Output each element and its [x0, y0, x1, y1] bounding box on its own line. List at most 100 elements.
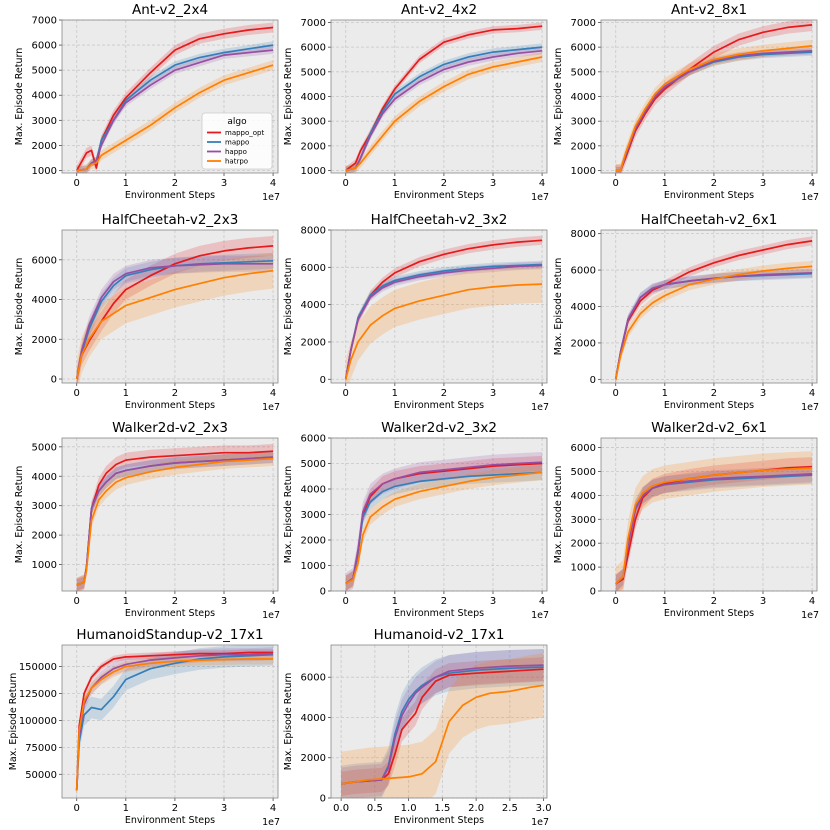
- series-line-hatrpo: [345, 471, 543, 585]
- x-tick-label: 3: [221, 596, 227, 607]
- y-tick-label: 2000: [301, 536, 326, 547]
- y-tick-label: 2000: [571, 141, 596, 152]
- series-line-happo: [75, 262, 274, 380]
- x-scale-label: 1e7: [531, 610, 549, 621]
- x-tick-label: 1: [662, 388, 668, 399]
- series-line-hatrpo: [76, 457, 274, 586]
- series-band-happo: [341, 649, 544, 798]
- panel-Humanoid-v2_17x1: 0.0 0.5 1.0 1.5 2.0 2.5 3.0 0 2000 4000 6000 Humano…: [283, 627, 552, 828]
- series-line-hatrpo: [614, 265, 813, 380]
- x-tick-label: 3: [760, 388, 766, 399]
- plot-frame: [61, 437, 279, 592]
- series-band-mappo: [615, 466, 813, 591]
- x-tick-label: 0: [74, 596, 80, 607]
- y-tick-label: 0: [320, 794, 326, 805]
- x-tick-label: 3.0: [536, 803, 552, 814]
- plot-frame: [330, 644, 548, 799]
- y-tick-label: 50000: [25, 770, 57, 781]
- legend-entry-mappo_opt: mappo_opt: [225, 129, 265, 137]
- y-axis-label: Max. Episode Return: [553, 48, 564, 146]
- y-tick-label: 2000: [32, 141, 57, 152]
- series-line-happo: [345, 49, 543, 172]
- x-axis-label: Environment Steps: [394, 190, 484, 201]
- x-tick-label: 2: [711, 178, 717, 189]
- plot-frame: [61, 644, 279, 799]
- x-tick-label: 4: [270, 178, 276, 189]
- legend-entry-happo: happo: [225, 148, 247, 156]
- y-axis-label: Max. Episode Return: [283, 258, 294, 356]
- y-axis-label: Max. Episode Return: [8, 673, 19, 771]
- panel-title: Walker2d-v2_3x2: [381, 420, 497, 436]
- x-scale-label: 1e7: [262, 192, 280, 203]
- x-tick-label: 2: [172, 596, 178, 607]
- series-band-hatrpo: [615, 451, 813, 591]
- series-line-hatrpo: [615, 45, 813, 172]
- x-axis-label: Environment Steps: [125, 190, 215, 201]
- series-band-hatrpo: [76, 252, 274, 383]
- series-line-hatrpo: [345, 56, 543, 172]
- x-tick-label: 0: [74, 388, 80, 399]
- y-tick-label: 125000: [19, 689, 57, 700]
- series-band-hatrpo: [345, 52, 543, 173]
- series-band-happo: [615, 465, 813, 591]
- y-tick-label: 6000: [571, 43, 596, 54]
- plot-frame: [61, 19, 279, 174]
- y-tick-label: 1000: [32, 560, 57, 571]
- x-tick-label: 0.5: [367, 803, 383, 814]
- panel-title: Ant-v2_8x1: [671, 2, 747, 18]
- x-tick-label: 0: [613, 178, 619, 189]
- y-tick-label: 3000: [301, 117, 326, 128]
- y-tick-label: 4000: [301, 300, 326, 311]
- x-tick-label: 2: [172, 803, 178, 814]
- series-group: [75, 22, 274, 173]
- y-tick-label: 6000: [301, 434, 326, 445]
- x-tick-label: 4: [539, 596, 545, 607]
- x-scale-label: 1e7: [801, 610, 819, 621]
- y-tick-label: 1000: [571, 166, 596, 177]
- panel-Ant-v2_4x2: 0 1 2 3 4 1000 2000 3000 4000 5000 6000 7000 Ant-v2_…: [283, 2, 549, 203]
- x-tick-label: 4: [270, 596, 276, 607]
- y-tick-label: 5000: [301, 459, 326, 470]
- series-line-hatrpo: [76, 64, 274, 172]
- series-band-happo: [76, 255, 274, 383]
- y-tick-label: 4000: [301, 92, 326, 103]
- y-tick-label: 100000: [19, 716, 57, 727]
- panel-Ant-v2_8x1: 0 1 2 3 4 1000 2000 3000 4000 5000 6000 7000 Ant-v2_…: [553, 2, 819, 203]
- panel-title: Ant-v2_4x2: [401, 2, 477, 18]
- x-axis-label: Environment Steps: [125, 400, 215, 411]
- x-axis-label: Environment Steps: [125, 608, 215, 619]
- y-tick-label: 2000: [571, 539, 596, 550]
- series-band-hatrpo: [615, 261, 813, 383]
- y-tick-label: 4000: [301, 713, 326, 724]
- x-tick-label: 0: [74, 178, 80, 189]
- x-tick-label: 1: [662, 596, 668, 607]
- y-tick-label: 8000: [571, 229, 596, 240]
- legend-title: algo: [227, 117, 247, 127]
- x-tick-label: 4: [539, 388, 545, 399]
- panel-title: HalfCheetah-v2_6x1: [641, 212, 778, 228]
- y-tick-label: 5000: [32, 442, 57, 453]
- x-tick-label: 3: [490, 596, 496, 607]
- y-tick-label: 5000: [32, 66, 57, 77]
- y-tick-label: 2000: [301, 337, 326, 348]
- x-tick-label: 4: [270, 803, 276, 814]
- x-axis-label: Environment Steps: [664, 190, 754, 201]
- x-tick-label: 0: [343, 178, 349, 189]
- x-scale-label: 1e7: [262, 402, 280, 413]
- y-tick-label: 1000: [301, 561, 326, 572]
- x-tick-label: 0: [74, 803, 80, 814]
- x-tick-label: 1: [392, 178, 398, 189]
- y-tick-label: 4000: [32, 472, 57, 483]
- x-tick-label: 0: [343, 596, 349, 607]
- series-band-mappo_opt: [345, 455, 543, 591]
- series-group: [345, 22, 543, 173]
- plot-frame: [600, 19, 818, 174]
- series-group: [614, 236, 813, 383]
- y-tick-label: 4000: [571, 92, 596, 103]
- y-tick-label: 7000: [32, 16, 57, 27]
- y-tick-label: 2000: [571, 338, 596, 349]
- series-line-hatrpo: [75, 269, 274, 380]
- series-band-hatrpo: [345, 464, 543, 591]
- x-tick-label: 3: [490, 388, 496, 399]
- x-tick-label: 1: [123, 388, 129, 399]
